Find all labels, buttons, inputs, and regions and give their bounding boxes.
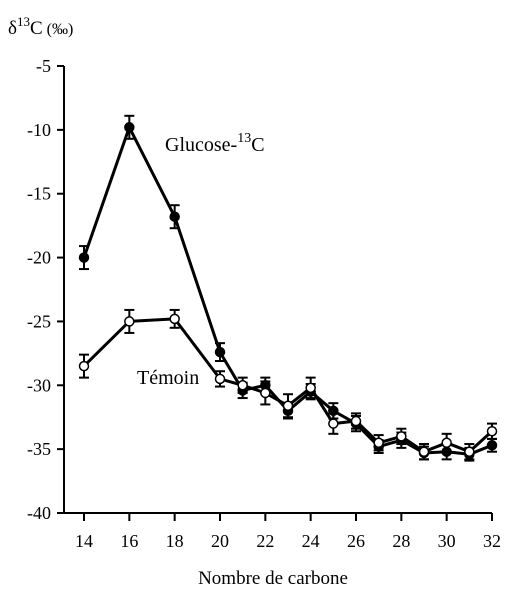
data-point xyxy=(169,211,180,222)
data-point xyxy=(418,446,430,457)
data-point xyxy=(396,431,407,442)
y-tick-label: -40 xyxy=(27,503,51,523)
x-tick-label: 24 xyxy=(302,531,320,551)
data-point xyxy=(237,380,248,391)
data-point xyxy=(78,252,90,263)
y-tick-label: -25 xyxy=(27,311,51,331)
x-tick-label: 30 xyxy=(438,531,456,551)
data-point xyxy=(305,382,316,394)
data-point xyxy=(260,387,271,399)
annotation-temoin: Témoin xyxy=(137,367,199,389)
data-point xyxy=(169,313,180,325)
x-tick-label: 26 xyxy=(347,531,365,551)
x-tick-label: 14 xyxy=(75,531,93,551)
y-axis-title: δ13C (‰) xyxy=(8,14,73,39)
x-tick-label: 28 xyxy=(392,531,410,551)
x-tick-label: 32 xyxy=(483,531,501,551)
data-point xyxy=(124,122,135,133)
y-tick-label: -30 xyxy=(27,375,51,395)
x-tick-label: 22 xyxy=(256,531,274,551)
data-point xyxy=(328,418,339,429)
annotation-glucose: Glucose-13C xyxy=(165,131,265,156)
x-axis-title: Nombre de carbone xyxy=(198,568,348,589)
data-point xyxy=(441,437,452,449)
data-point xyxy=(282,400,294,411)
data-point xyxy=(486,426,498,437)
y-axis-ticks: -5 -10 -15 -20 -25 -30 -35 -40 xyxy=(27,56,64,523)
data-point xyxy=(214,346,226,358)
y-tick-label: -15 xyxy=(27,184,51,204)
data-point xyxy=(486,440,498,451)
y-tick-label: -5 xyxy=(36,56,51,76)
data-point xyxy=(373,437,384,449)
data-point xyxy=(214,373,226,385)
series-line xyxy=(82,125,493,456)
data-point xyxy=(464,446,475,457)
y-tick-label: -20 xyxy=(27,248,51,268)
data-point xyxy=(350,415,362,427)
series-layer xyxy=(78,114,498,462)
data-point xyxy=(124,316,135,327)
series-temoin xyxy=(78,308,498,461)
x-tick-label: 18 xyxy=(166,531,184,551)
x-axis-ticks: 14 16 18 20 22 24 26 28 30 32 xyxy=(75,513,501,551)
x-tick-label: 16 xyxy=(120,531,138,551)
data-point xyxy=(78,360,90,372)
x-tick-label: 20 xyxy=(211,531,229,551)
y-tick-label: -10 xyxy=(27,120,51,140)
y-tick-label: -35 xyxy=(27,439,51,459)
series-line xyxy=(82,317,494,454)
